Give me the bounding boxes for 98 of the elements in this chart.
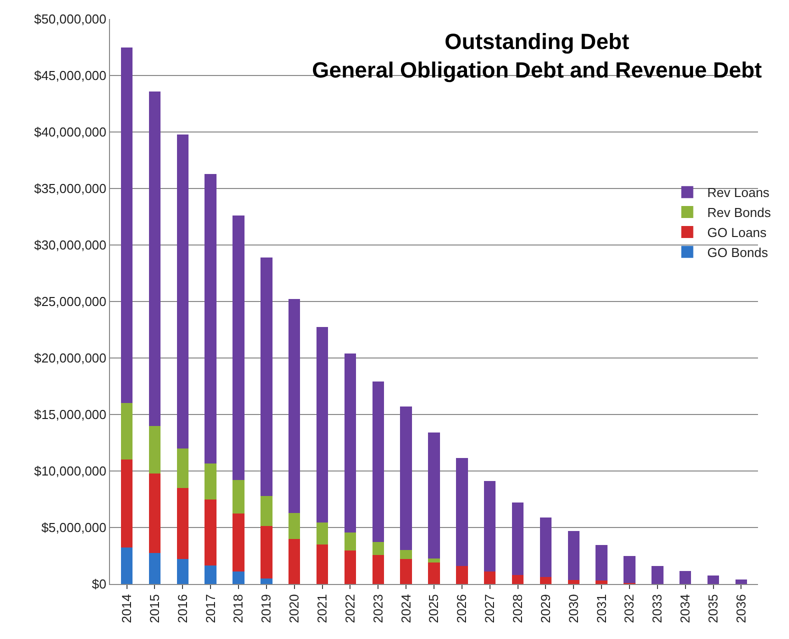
bar (372, 382, 384, 542)
bar (176, 488, 188, 560)
bar (428, 432, 440, 559)
bar (204, 565, 216, 584)
y-tick-label: $10,000,000 (34, 464, 106, 479)
legend-label: Rev Loans (707, 185, 770, 200)
bar (372, 542, 384, 556)
y-tick-label: $50,000,000 (34, 12, 106, 27)
y-tick-label: $40,000,000 (34, 124, 106, 140)
bar (400, 406, 412, 550)
x-tick-label: 2018 (230, 594, 246, 624)
bar (232, 572, 244, 584)
bar (176, 134, 188, 448)
x-tick-label: 2017 (202, 594, 218, 624)
x-tick-label: 2014 (118, 594, 134, 624)
bar (260, 496, 272, 526)
bar (316, 544, 328, 584)
y-tick-label: $20,000,000 (34, 350, 106, 366)
bar (596, 580, 608, 584)
bar (204, 464, 216, 500)
bar (344, 353, 356, 533)
bar (400, 559, 412, 584)
x-tick-label: 2027 (482, 594, 498, 624)
bar (120, 47, 133, 404)
x-tick-label: 2015 (146, 594, 162, 624)
bar (680, 571, 692, 584)
bar (232, 513, 244, 572)
y-tick-label: $5,000,000 (41, 520, 106, 536)
y-tick-label: $0 (92, 576, 106, 592)
y-tick-label: $25,000,000 (34, 294, 106, 310)
bar (568, 530, 580, 580)
bar (204, 174, 216, 464)
legend-label: GO Loans (707, 225, 768, 240)
x-tick-label: 2021 (314, 594, 330, 624)
bar (456, 458, 468, 566)
bar (512, 502, 524, 575)
bar (232, 480, 244, 514)
bar (204, 499, 216, 566)
bar (568, 580, 580, 584)
x-tick-label: 2023 (370, 594, 386, 624)
bar (148, 426, 161, 474)
bar (428, 558, 440, 563)
bar (372, 555, 384, 584)
x-tick-label: 2033 (650, 594, 665, 624)
bar (288, 538, 300, 584)
bar (652, 566, 664, 584)
x-tick-label: 2028 (510, 594, 526, 624)
bar (120, 460, 133, 548)
bar (176, 448, 188, 488)
bar (232, 216, 244, 480)
bar (316, 522, 328, 544)
bar (624, 556, 636, 583)
bar (120, 403, 133, 460)
bar (428, 562, 440, 584)
bar (148, 552, 161, 584)
bar (120, 547, 133, 584)
legend-label: Rev Bonds (707, 205, 772, 220)
x-tick-label: 2019 (258, 594, 274, 624)
x-tick-label: 2024 (398, 594, 414, 624)
bar (596, 545, 608, 581)
bar (344, 532, 356, 551)
x-tick-label: 2031 (594, 594, 609, 624)
bar (260, 578, 272, 584)
bar (735, 579, 748, 584)
bar (344, 550, 356, 584)
bar (512, 574, 524, 584)
bar (260, 257, 272, 496)
bar (288, 299, 300, 513)
bar (540, 517, 552, 578)
x-tick-label: 2036 (733, 594, 748, 624)
x-tick-label: 2034 (678, 594, 693, 624)
y-tick-label: $35,000,000 (34, 181, 106, 196)
x-tick-label: 2025 (426, 594, 442, 624)
y-tick-label: $45,000,000 (34, 68, 106, 84)
bar (400, 550, 412, 560)
x-tick-label: 2016 (174, 594, 190, 624)
x-tick-label: 2032 (622, 594, 637, 624)
x-tick-label: 2026 (454, 594, 470, 624)
bar (148, 473, 161, 553)
bar (484, 481, 496, 572)
y-tick-label: $15,000,000 (34, 407, 106, 422)
bar (148, 91, 161, 426)
bar (707, 576, 720, 584)
bar (176, 559, 188, 584)
x-tick-label: 2029 (538, 594, 553, 624)
bar (288, 512, 300, 539)
x-tick-label: 2022 (342, 594, 358, 624)
bar (540, 577, 552, 584)
legend-label: GO Bonds (707, 244, 768, 260)
bar (316, 326, 328, 522)
y-tick-label: $30,000,000 (34, 238, 106, 253)
bar (456, 566, 468, 584)
text: Outstanding Debt General Obligation Debt and Revenue Debt (312, 29, 763, 83)
x-tick-label: 2030 (566, 594, 581, 624)
x-tick-label: 2020 (286, 594, 302, 624)
bar (260, 526, 272, 578)
x-tick-label: 2035 (706, 594, 721, 624)
bar (484, 572, 496, 584)
